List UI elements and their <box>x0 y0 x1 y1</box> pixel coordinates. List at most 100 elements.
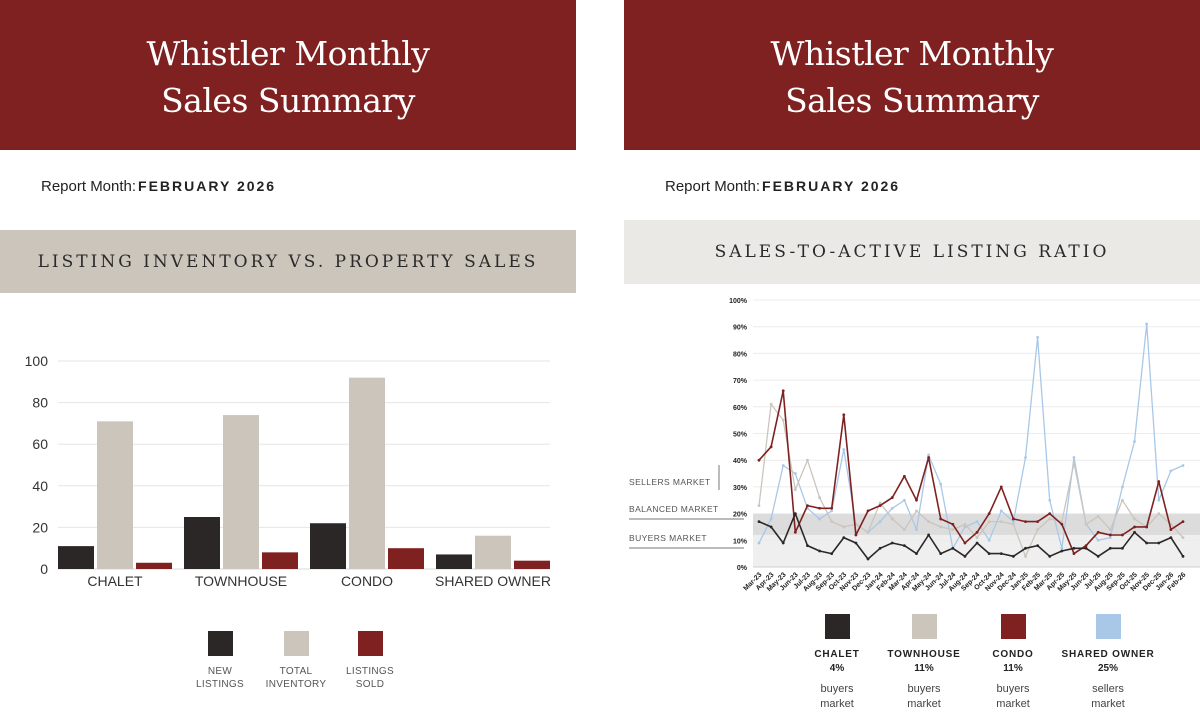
y-tick-label: 0 <box>40 561 48 577</box>
data-point-chalet <box>902 544 906 548</box>
line-chart: 0%10%20%30%40%50%60%70%80%90%100%Mar-23A… <box>629 298 1200 593</box>
data-point-townhouse <box>1024 554 1027 558</box>
data-point-chalet <box>1060 549 1064 553</box>
data-point-shared-owner <box>1036 335 1040 339</box>
data-point-chalet <box>1012 554 1015 558</box>
series-line-shared-owner <box>758 323 1184 549</box>
bar-listings-sold <box>514 560 550 569</box>
data-point-condo <box>830 506 834 510</box>
data-point-townhouse <box>1060 520 1064 524</box>
bar-total-inventory <box>223 415 259 569</box>
y-tick-label: 0% <box>737 565 748 572</box>
data-point-condo <box>854 533 858 537</box>
legend-label: SOLD <box>355 679 385 690</box>
data-point-chalet <box>1157 541 1161 545</box>
data-point-chalet <box>781 541 785 545</box>
data-point-townhouse <box>1133 517 1136 521</box>
page-title-line1: Whistler Monthly <box>146 34 430 73</box>
data-point-shared-owner <box>927 453 930 457</box>
data-point-shared-owner <box>1060 546 1064 550</box>
page-title-line1: Whistler Monthly <box>770 34 1054 73</box>
data-point-condo <box>987 512 991 515</box>
report-month: Report Month: FEBRUARY 2026 <box>665 178 900 195</box>
y-tick-label: 50% <box>733 432 748 439</box>
data-point-condo <box>781 389 785 393</box>
x-tick-label: CONDO <box>341 573 393 589</box>
data-point-townhouse <box>1157 512 1161 515</box>
legend-item-listings-sold: LISTINGS SOLD <box>340 631 400 691</box>
y-tick-label: 90% <box>733 325 748 332</box>
data-point-chalet <box>1036 544 1040 548</box>
bar-new-listings <box>310 523 346 569</box>
data-point-townhouse <box>902 528 906 532</box>
legend-name: TOWNHOUSE <box>887 649 961 660</box>
data-point-shared-owner <box>1133 440 1136 443</box>
data-point-condo <box>1108 533 1112 537</box>
section-header-inventory: LISTING INVENTORY VS. PROPERTY SALES <box>0 230 576 293</box>
data-point-shared-owner <box>915 528 918 532</box>
y-tick-label: 10% <box>733 538 748 545</box>
y-tick-label: 80 <box>32 395 48 411</box>
legend-status: market <box>907 698 941 710</box>
y-tick-label: 60 <box>32 436 48 452</box>
data-point-condo <box>951 522 955 526</box>
data-point-shared-owner <box>793 472 797 475</box>
page-title-line2: Sales Summary <box>785 81 1039 120</box>
data-point-townhouse <box>818 496 821 499</box>
data-point-condo <box>842 413 846 417</box>
legend-name: CHALET <box>814 649 860 660</box>
section-header-ratio: SALES-TO-ACTIVE LISTING RATIO <box>624 220 1200 284</box>
legend-label: INVENTORY <box>265 679 327 690</box>
data-point-shared-owner <box>999 509 1003 513</box>
data-point-condo <box>963 541 967 545</box>
data-point-townhouse <box>1108 528 1112 532</box>
legend-item-shared-owner: SHARED OWNER 25% sellers market <box>1058 614 1158 712</box>
data-point-shared-owner <box>1012 520 1015 524</box>
data-point-condo <box>927 456 930 459</box>
data-point-townhouse <box>830 520 834 524</box>
legend-label: LISTINGS <box>196 679 244 690</box>
data-point-shared-owner <box>781 464 785 467</box>
data-point-shared-owner <box>818 517 821 521</box>
right-panel: Whistler Monthly Sales Summary Report Mo… <box>624 0 1200 720</box>
bar-total-inventory <box>349 377 385 569</box>
data-point-chalet <box>866 557 870 561</box>
report-month-value: FEBRUARY 2026 <box>762 178 901 194</box>
data-point-condo <box>915 498 918 502</box>
data-point-condo <box>769 445 773 449</box>
y-tick-label: 100% <box>729 298 748 305</box>
legend-status: market <box>996 698 1030 710</box>
data-point-condo <box>1012 517 1015 521</box>
series-line-townhouse <box>758 403 1184 557</box>
legend-item-total-inventory: TOTAL INVENTORY <box>256 631 336 691</box>
data-point-condo <box>818 506 821 510</box>
legend-pct: 11% <box>914 663 934 674</box>
legend-item-new-listings: NEW LISTINGS <box>190 631 250 691</box>
legend-swatch <box>207 631 233 656</box>
bar-listings-sold <box>388 548 424 569</box>
data-point-chalet <box>987 552 991 556</box>
data-point-shared-owner <box>1145 322 1149 326</box>
legend-label: LISTINGS <box>346 666 394 677</box>
data-point-chalet <box>806 544 809 548</box>
data-point-chalet <box>999 552 1003 556</box>
legend-pct: 11% <box>1003 663 1023 674</box>
data-point-condo <box>939 517 943 521</box>
title-banner: Whistler Monthly Sales Summary <box>0 0 576 150</box>
buyers-market-label: BUYERS MARKET <box>629 533 707 543</box>
data-point-condo <box>1157 480 1161 483</box>
legend-swatch <box>911 614 937 639</box>
data-point-chalet <box>975 541 979 545</box>
report-month-label: Report Month: <box>665 178 761 195</box>
data-point-townhouse <box>793 488 797 491</box>
report-month-label: Report Month: <box>41 178 137 195</box>
data-point-chalet <box>1108 546 1112 550</box>
data-point-chalet <box>878 546 882 550</box>
data-point-chalet <box>757 520 761 524</box>
data-point-chalet <box>1145 541 1149 545</box>
y-tick-label: 20% <box>733 512 748 519</box>
legend-swatch <box>1095 614 1121 639</box>
data-point-townhouse <box>890 517 894 521</box>
data-point-townhouse <box>1036 528 1040 532</box>
data-point-condo <box>1084 544 1088 548</box>
